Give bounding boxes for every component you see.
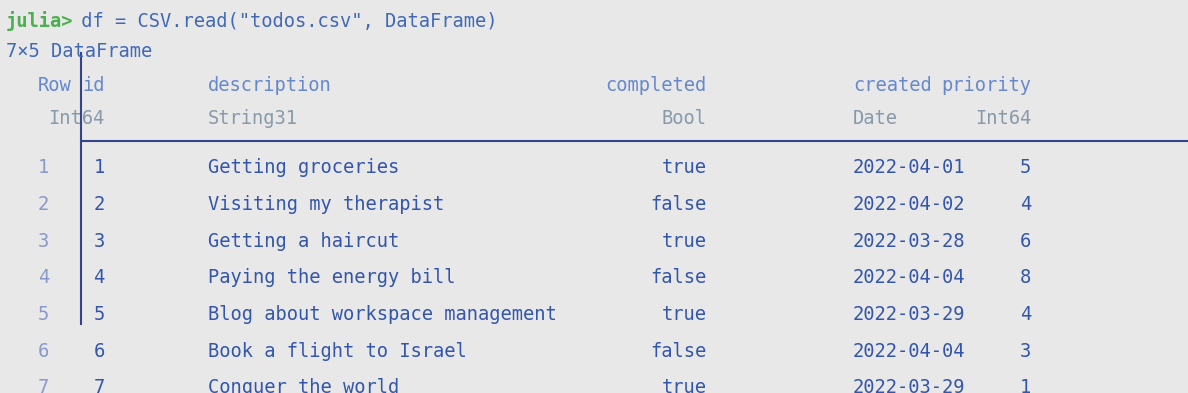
Text: Getting a haircut: Getting a haircut (208, 232, 399, 251)
Text: Bool: Bool (662, 109, 707, 128)
Text: 3: 3 (1020, 342, 1031, 361)
Text: 8: 8 (1020, 268, 1031, 287)
Text: 7×5 DataFrame: 7×5 DataFrame (6, 42, 152, 61)
Text: Getting groceries: Getting groceries (208, 158, 399, 177)
Text: julia>: julia> (6, 11, 74, 31)
Text: 2022-04-04: 2022-04-04 (853, 268, 966, 287)
Text: 1: 1 (38, 158, 49, 177)
Text: false: false (651, 342, 707, 361)
Text: 5: 5 (94, 305, 105, 324)
Text: 2: 2 (38, 195, 49, 214)
Text: Blog about workspace management: Blog about workspace management (208, 305, 557, 324)
Text: df = CSV.read("todos.csv", DataFrame): df = CSV.read("todos.csv", DataFrame) (70, 11, 498, 31)
Text: Book a flight to Israel: Book a flight to Israel (208, 342, 467, 361)
Text: 2022-04-04: 2022-04-04 (853, 342, 966, 361)
Text: Int64: Int64 (975, 109, 1031, 128)
Text: 7: 7 (94, 378, 105, 393)
Text: 2022-04-02: 2022-04-02 (853, 195, 966, 214)
Text: 5: 5 (1020, 158, 1031, 177)
Text: 2022-03-29: 2022-03-29 (853, 305, 966, 324)
Text: Paying the energy bill: Paying the energy bill (208, 268, 455, 287)
Text: 2: 2 (94, 195, 105, 214)
Text: Date: Date (853, 109, 898, 128)
Text: 7: 7 (38, 378, 49, 393)
Text: completed: completed (606, 76, 707, 95)
Text: 5: 5 (38, 305, 49, 324)
Text: 6: 6 (1020, 232, 1031, 251)
Text: description: description (208, 76, 331, 95)
Text: Conquer the world: Conquer the world (208, 378, 399, 393)
Text: Int64: Int64 (49, 109, 105, 128)
Text: 2022-03-29: 2022-03-29 (853, 378, 966, 393)
Text: 6: 6 (38, 342, 49, 361)
Text: 2022-04-01: 2022-04-01 (853, 158, 966, 177)
Text: false: false (651, 195, 707, 214)
Text: String31: String31 (208, 109, 298, 128)
Text: created: created (853, 76, 931, 95)
Text: 1: 1 (94, 158, 105, 177)
Text: true: true (662, 232, 707, 251)
Text: 2022-03-28: 2022-03-28 (853, 232, 966, 251)
Text: true: true (662, 305, 707, 324)
Text: 6: 6 (94, 342, 105, 361)
Text: false: false (651, 268, 707, 287)
Text: true: true (662, 378, 707, 393)
Text: 3: 3 (94, 232, 105, 251)
Text: priority: priority (941, 76, 1031, 95)
Text: 3: 3 (38, 232, 49, 251)
Text: true: true (662, 158, 707, 177)
Text: id: id (82, 76, 105, 95)
Text: 4: 4 (1020, 305, 1031, 324)
Text: 4: 4 (94, 268, 105, 287)
Text: Visiting my therapist: Visiting my therapist (208, 195, 444, 214)
Text: 1: 1 (1020, 378, 1031, 393)
Text: 4: 4 (1020, 195, 1031, 214)
Text: 4: 4 (38, 268, 49, 287)
Text: Row: Row (38, 76, 71, 95)
